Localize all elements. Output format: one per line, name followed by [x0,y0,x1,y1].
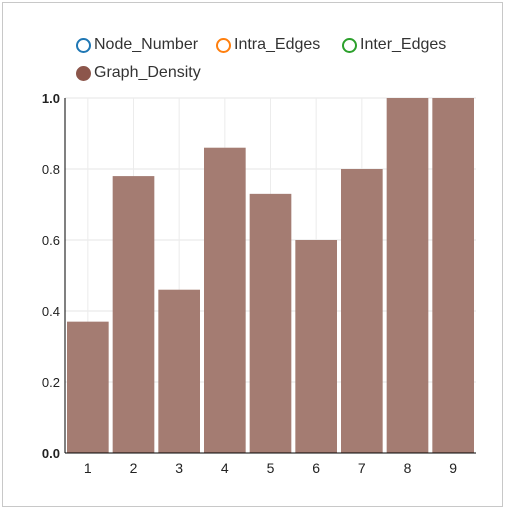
x-tick-label: 9 [449,460,457,476]
legend-item-inter-edges[interactable]: Inter_Edges [342,36,446,54]
legend-swatch-icon [342,37,357,53]
legend-item-graph-density[interactable]: Graph_Density [76,64,201,82]
bar[interactable] [67,321,109,453]
legend-swatch-icon [76,37,91,53]
x-tick-label: 2 [130,460,138,476]
legend-swatch-icon [76,65,91,81]
y-tick-label: 0.0 [42,446,60,461]
y-tick-label: 0.2 [42,375,60,390]
x-tick-label: 6 [312,460,320,476]
bar[interactable] [158,289,200,453]
bars [67,98,474,453]
bar[interactable] [112,176,155,453]
x-tick-label: 1 [84,460,92,476]
legend-label: Inter_Edges [360,36,447,53]
bar[interactable] [386,98,429,453]
x-tick-label: 8 [404,460,412,476]
legend-label: Node_Number [94,36,199,53]
legend-swatch-icon [216,37,231,53]
bar[interactable] [295,240,337,453]
x-tick-labels: 1 2 3 4 5 6 7 8 9 [84,460,457,476]
bar[interactable] [204,147,246,453]
legend-item-node-number[interactable]: Node_Number [76,36,198,54]
bar[interactable] [249,193,292,453]
y-tick-label: 1.0 [42,91,60,106]
y-tick-label: 0.6 [42,233,60,248]
y-tick-label: 0.4 [42,304,60,319]
x-tick-label: 5 [267,460,275,476]
legend-item-intra-edges[interactable]: Intra_Edges [216,36,320,54]
x-tick-label: 4 [221,460,229,476]
y-tick-labels: 0.0 0.2 0.4 0.6 0.8 1.0 [42,91,60,461]
x-tick-label: 3 [175,460,183,476]
x-tick-label: 7 [358,460,366,476]
bar[interactable] [341,169,383,453]
y-tick-label: 0.8 [42,162,60,177]
legend-label: Intra_Edges [234,36,321,53]
axes [64,98,476,454]
bar[interactable] [432,98,474,453]
legend-label: Graph_Density [94,64,201,81]
